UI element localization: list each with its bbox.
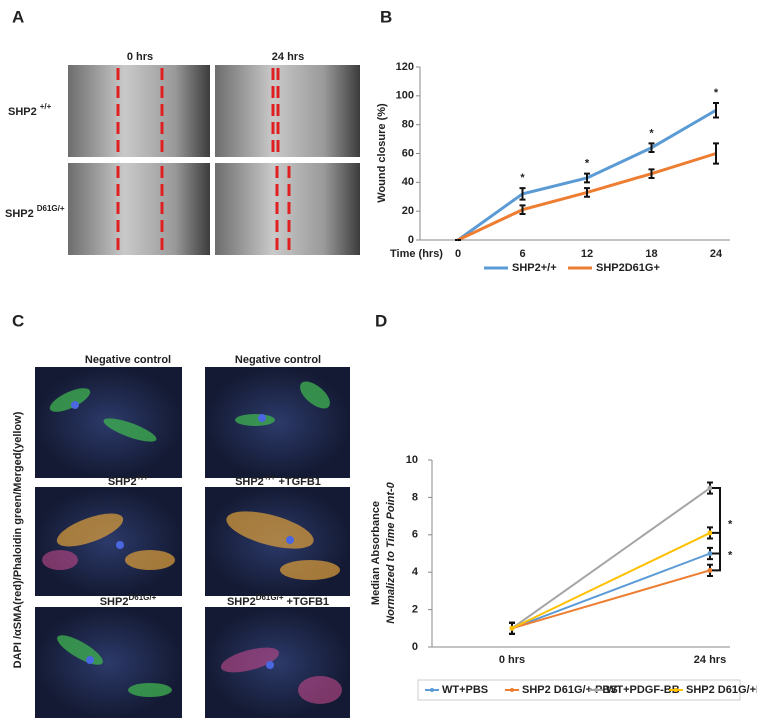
caption: SHP2D61G/+ +TGFB1 — [227, 593, 329, 608]
caption: SHP2+/+ — [108, 473, 149, 488]
row-label-text: SHP2 — [8, 106, 37, 118]
y-tick-label: 10 — [406, 454, 418, 466]
error-bar — [584, 187, 590, 198]
error-bar — [648, 142, 655, 154]
series-line — [511, 487, 711, 630]
y-tick-label: 100 — [396, 90, 414, 102]
caption-text: SHP2 — [100, 596, 129, 608]
caption-sup: D61G/+ — [256, 593, 284, 602]
column-label: 0 hrs — [127, 51, 153, 63]
y-tick-label: 8 — [412, 491, 418, 503]
caption-text: SHP2 — [108, 476, 137, 488]
series-line — [511, 552, 711, 630]
y-tick-label: 2 — [412, 604, 418, 616]
y-tick-label: 20 — [402, 205, 414, 217]
bracket — [712, 487, 721, 555]
series-line — [511, 569, 711, 630]
y-axis-label: Wound closure (%) — [376, 103, 388, 203]
panel-label: B — [380, 7, 392, 26]
error-bar — [519, 204, 526, 216]
error-bar — [648, 168, 655, 180]
caption-sup: +/+ — [137, 473, 149, 482]
legend-label: WT+PBS — [442, 684, 488, 696]
error-bar — [584, 172, 590, 184]
legend-marker — [430, 688, 434, 692]
row-label-sup: D61G/+ — [37, 204, 65, 213]
caption-text: Negative control — [235, 354, 321, 366]
x-tick-label: 12 — [581, 248, 593, 260]
legend-marker — [510, 688, 514, 692]
micrographs-c — [35, 367, 350, 718]
point — [509, 625, 515, 631]
y-tick-label: 120 — [396, 61, 414, 73]
y-tick-label: 80 — [402, 119, 414, 131]
caption: Negative control — [85, 354, 171, 366]
point — [707, 485, 713, 491]
legend-marker — [674, 688, 678, 692]
x-tick-label: 24 hrs — [694, 654, 726, 666]
y-tick-label: 0 — [412, 641, 418, 653]
significance: * — [728, 550, 733, 562]
x-tick-label: 18 — [645, 248, 657, 260]
series-line — [511, 532, 711, 630]
legend-label: SHP2 D61G/+ PBS — [522, 684, 618, 696]
caption-after: +TGFB1 — [275, 476, 321, 488]
caption-text: SHP2 — [235, 476, 264, 488]
panel-label: C — [12, 311, 24, 330]
y-axis-label: Median Absorbance — [370, 501, 382, 605]
bracket — [712, 531, 721, 572]
caption: SHP2+/+ +TGFB1 — [235, 473, 321, 488]
y-axis-label: DAPI /αSMA(red)/Phaloidin green/Merged(y… — [12, 411, 24, 668]
panel-label: D — [375, 311, 387, 330]
error-bar — [713, 142, 719, 165]
row-label: SHP2 D61G/+ — [5, 204, 65, 220]
x-tick-label: 0 — [455, 248, 461, 260]
legend-label: SHP2D61G+ — [596, 262, 660, 274]
caption-text: Negative control — [85, 354, 171, 366]
legend-box — [417, 679, 741, 701]
column-label: 24 hrs — [272, 51, 304, 63]
row-label-text: SHP2 — [5, 208, 34, 220]
significance: * — [728, 519, 733, 531]
caption-after: +TGFB1 — [284, 596, 330, 608]
panel-label: A — [12, 7, 24, 26]
legend-label: SHP2 D61G/+PDGFBB — [686, 684, 757, 696]
row-label-sup: +/+ — [40, 102, 52, 111]
x-tick-label: 24 — [710, 248, 723, 260]
x-tick-label: 6 — [519, 248, 525, 260]
error-bar — [519, 187, 526, 201]
significance: * — [585, 158, 590, 170]
legend-marker — [594, 688, 598, 692]
error-bar — [713, 102, 719, 119]
y-tick-label: 40 — [402, 176, 414, 188]
point — [707, 530, 713, 536]
significance: * — [649, 127, 654, 139]
significance: * — [520, 172, 525, 184]
point — [707, 567, 713, 573]
y-tick-label: 0 — [408, 234, 414, 246]
y-axis-sublabel: Normalized to Time Point-0 — [385, 481, 397, 623]
caption: Negative control — [235, 354, 321, 366]
legend-label: WT+PDGF-BB — [606, 684, 680, 696]
caption-text: SHP2 — [227, 596, 256, 608]
legend-label: SHP2+/+ — [512, 262, 557, 274]
y-tick-label: 6 — [412, 529, 418, 541]
caption-sup: +/+ — [264, 473, 276, 482]
caption: SHP2D61G/+ — [100, 593, 157, 608]
caption-sup: D61G/+ — [128, 593, 156, 602]
point — [707, 551, 713, 556]
x-tick-label: 0 hrs — [499, 654, 525, 666]
y-tick-label: 4 — [412, 566, 419, 578]
row-label: SHP2 +/+ — [8, 102, 52, 118]
x-axis-label: Time (hrs) — [390, 248, 443, 260]
significance: * — [714, 87, 719, 99]
micrographs-a — [68, 65, 360, 255]
y-tick-label: 60 — [402, 147, 414, 159]
